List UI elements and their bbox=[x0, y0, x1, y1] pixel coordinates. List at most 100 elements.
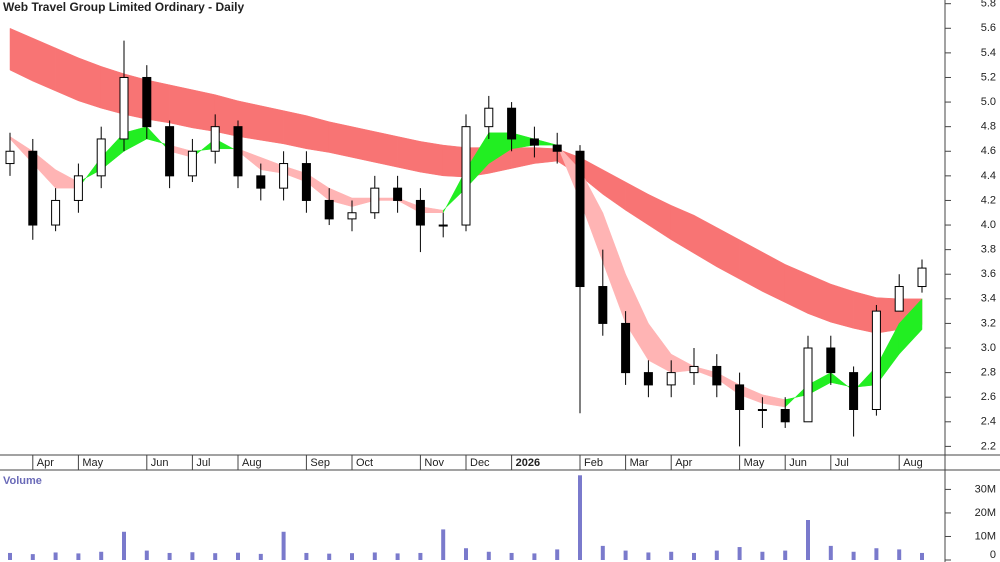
x-tick-label: Apr bbox=[675, 457, 692, 469]
volume-bar bbox=[714, 550, 719, 560]
long-band bbox=[397, 136, 421, 173]
volume-bar bbox=[372, 552, 377, 560]
x-tick-label: Nov bbox=[424, 457, 444, 469]
volume-bar bbox=[76, 553, 81, 560]
volume-bar bbox=[646, 552, 651, 560]
y-tick-label: 2.4 bbox=[981, 416, 996, 428]
chart-title: Web Travel Group Limited Ordinary - Dail… bbox=[3, 0, 244, 14]
x-tick-label: Aug bbox=[242, 457, 262, 469]
candle-body bbox=[96, 138, 106, 177]
x-tick-label: 2026 bbox=[516, 457, 540, 469]
candle-body bbox=[438, 224, 448, 227]
candle-body bbox=[210, 126, 220, 152]
volume-bar bbox=[30, 554, 35, 560]
volume-bar bbox=[144, 550, 149, 560]
y-tick-label: 2.6 bbox=[981, 391, 996, 403]
volume-bar bbox=[441, 529, 446, 560]
candle-body bbox=[780, 409, 790, 423]
candle-body bbox=[461, 126, 471, 226]
volume-bar bbox=[555, 549, 560, 560]
candle-body bbox=[689, 365, 699, 374]
y-tick-label: 3.2 bbox=[981, 317, 996, 329]
volume-bar bbox=[8, 552, 12, 560]
candle-body bbox=[256, 175, 266, 189]
volume-bar bbox=[920, 552, 924, 560]
volume-bar bbox=[783, 550, 788, 560]
candle-body bbox=[552, 144, 562, 152]
long-band bbox=[351, 126, 376, 163]
y-tick-label: 4.8 bbox=[981, 121, 996, 133]
y-tick-label: 5.6 bbox=[981, 22, 996, 34]
y-tick-label: 5.8 bbox=[981, 0, 996, 10]
long-band bbox=[283, 110, 307, 150]
candle-body bbox=[324, 199, 334, 220]
x-tick-label: Jul bbox=[835, 457, 849, 469]
y-tick-label: 4.0 bbox=[981, 219, 996, 231]
x-tick-label: Aug bbox=[903, 457, 923, 469]
volume-bar bbox=[53, 552, 58, 560]
candle-body bbox=[484, 107, 494, 128]
volume-bar bbox=[623, 550, 628, 560]
long-band bbox=[374, 131, 398, 168]
candle-body bbox=[598, 286, 608, 324]
volume-bar bbox=[418, 552, 423, 560]
volume-bar bbox=[532, 553, 537, 560]
long-band bbox=[78, 57, 102, 109]
x-tick-label: May bbox=[82, 457, 103, 469]
volume-bar bbox=[874, 548, 879, 560]
candle-body bbox=[757, 409, 767, 411]
volume-bar bbox=[350, 553, 354, 560]
candle-body bbox=[142, 76, 152, 128]
x-tick-label: Jun bbox=[789, 457, 807, 469]
volume-bar bbox=[851, 551, 856, 560]
candle-body bbox=[5, 150, 15, 165]
y-tick-label: 4.6 bbox=[981, 145, 996, 157]
volume-bar bbox=[897, 549, 902, 560]
y-tick-label: 20M bbox=[975, 507, 996, 519]
candle-body bbox=[415, 199, 425, 226]
candle-body bbox=[712, 365, 722, 386]
candle-body bbox=[73, 175, 83, 201]
volume-bar bbox=[258, 553, 263, 560]
y-tick-label: 2.8 bbox=[981, 367, 996, 379]
x-tick-label: Jun bbox=[151, 457, 169, 469]
volume-bar bbox=[213, 553, 218, 560]
x-tick-label: Sep bbox=[310, 457, 330, 469]
volume-bar bbox=[99, 551, 104, 560]
y-tick-label: 4.2 bbox=[981, 194, 996, 206]
candle-body bbox=[279, 163, 289, 189]
x-tick-label: Mar bbox=[630, 457, 649, 469]
candle-body bbox=[529, 138, 539, 146]
volume-bar bbox=[760, 551, 765, 560]
y-tick-label: 3.0 bbox=[981, 342, 996, 354]
candle-body bbox=[803, 347, 813, 423]
y-tick-label: 3.4 bbox=[981, 293, 996, 305]
x-tick-label: Apr bbox=[37, 457, 54, 469]
x-tick-label: Jul bbox=[196, 457, 210, 469]
long-band bbox=[328, 121, 353, 158]
candle-body bbox=[826, 347, 836, 374]
x-tick-label: Feb bbox=[584, 457, 603, 469]
volume-bar bbox=[236, 552, 240, 560]
y-tick-label: 3.8 bbox=[981, 244, 996, 256]
candle-body bbox=[370, 187, 380, 214]
volume-bar bbox=[692, 552, 696, 560]
candle-body bbox=[301, 163, 311, 201]
y-tick-label: 10M bbox=[975, 530, 996, 542]
y-tick-label: 3.6 bbox=[981, 268, 996, 280]
volume-bar bbox=[828, 545, 833, 560]
x-tick-label: Dec bbox=[470, 457, 490, 469]
long-band bbox=[260, 105, 284, 145]
candle-body bbox=[871, 310, 881, 410]
candle-body bbox=[894, 286, 904, 312]
y-tick-label: 0 bbox=[990, 549, 996, 561]
candle-body bbox=[666, 372, 676, 386]
candle-body bbox=[575, 150, 585, 288]
volume-label: Volume bbox=[3, 475, 42, 487]
candle-body bbox=[51, 199, 61, 226]
x-tick-label: May bbox=[744, 457, 765, 469]
y-tick-label: 30M bbox=[975, 483, 996, 495]
long-band bbox=[830, 283, 854, 329]
candle-body bbox=[233, 126, 243, 177]
volume-bar bbox=[464, 548, 468, 560]
